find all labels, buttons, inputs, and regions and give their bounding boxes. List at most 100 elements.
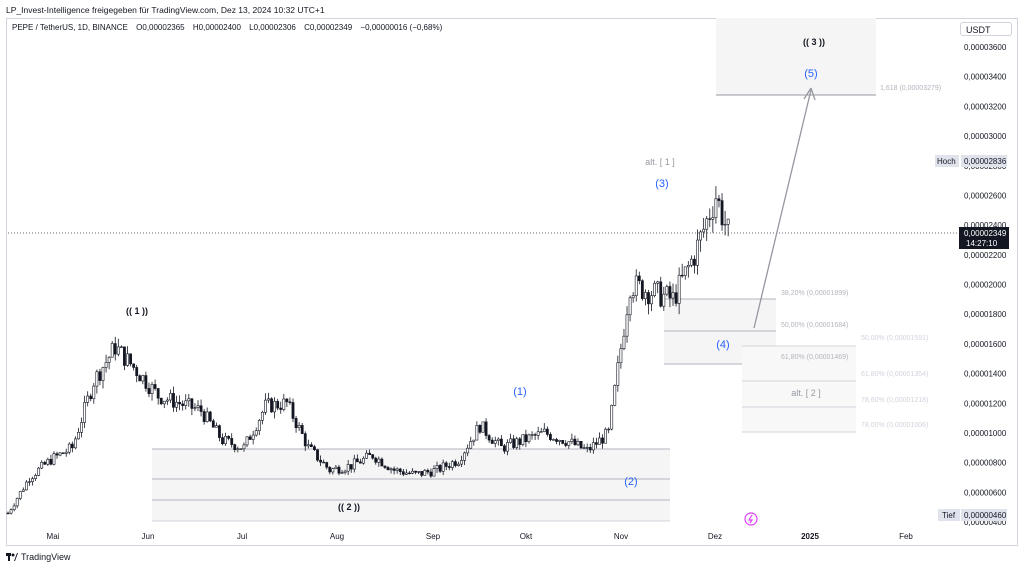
candle-body [567,441,571,446]
candle-body [674,292,678,304]
quote-currency-button[interactable]: USDT [960,22,1012,36]
candle-body [98,371,102,381]
candle-body [260,411,264,421]
legend-symbol[interactable]: PEPE / TetherUS, 1D, BINANCE [12,23,128,32]
candle-body [153,384,157,389]
candle-body [420,471,424,476]
candle-body [441,462,445,472]
candle-body [686,264,690,268]
y-tick-label: 0,00001600 [964,340,1007,349]
candle-body [665,286,669,295]
y-tick-label: 0,00002600 [964,191,1007,200]
candle-body [306,444,310,447]
alt-fib-label-50: 50,00% (0,00001591) [861,335,928,342]
candle-body [503,445,506,452]
y-tick-label: 0,00001200 [964,399,1007,408]
candle-body [319,459,322,463]
candle-body [466,447,470,454]
candle-body [610,405,614,430]
legend-change: −0,00000016 (−0,68%) [360,23,443,32]
candle-body [257,420,261,432]
candle-body [653,282,657,296]
candle-body [116,346,120,355]
candle-body [279,407,283,410]
candle-body [325,462,329,468]
candle-body [40,462,44,469]
projection-arrow-line [753,89,812,329]
candle-body [490,439,494,444]
candle-body [214,425,218,428]
x-tick-label: Aug [330,532,344,541]
candle-body [616,362,620,386]
candle-body [549,434,552,440]
x-tick-label: Dez [708,532,722,541]
low-value-bg [961,509,1007,521]
y-tick-label: 0,00000800 [964,459,1007,468]
candle-body [545,428,549,435]
flash-icon[interactable] [744,512,758,526]
candle-body [107,356,111,363]
candle-body [236,448,240,451]
y-tick-label: 0,00002000 [964,281,1007,290]
candle-body [518,438,522,445]
candle-body [542,428,546,432]
candle-body [34,475,37,479]
alt-wave-label-2: alt. [ 2 ] [791,388,821,398]
candle-body [613,385,617,406]
footer-brand: TradingView [21,552,71,562]
candle-body [233,444,237,451]
candle-body [457,463,460,466]
candle-body [12,505,16,510]
candle-body [251,434,255,440]
time-axis[interactable]: Mai Jun Jul Aug Sep Okt Nov Dez 2025 Feb [47,532,914,541]
candle-body [190,398,194,409]
candle-body [604,428,607,444]
candle-body [683,266,687,276]
candle-body [132,363,136,368]
fib-label-50: 50,00% (0,00001684) [781,322,848,329]
candle-body [346,464,350,472]
candle-body [254,430,258,436]
y-tick-label: 0,00001800 [964,310,1007,319]
candle-body [21,489,25,492]
candle-body [383,465,387,468]
legend-low: L0,00002306 [249,23,296,32]
tradingview-footer[interactable]: TradingView [6,552,71,562]
candle-body [570,438,574,443]
candle-body [331,468,335,473]
candle-body [270,398,273,413]
candle-body [435,465,439,469]
candle-body [138,375,142,382]
high-tag-name: Hoch [937,157,956,166]
candle-body [527,434,531,442]
candle-body [24,481,28,491]
price-axis[interactable]: 0,00003600 0,00003400 0,00003200 0,00003000… [964,43,1007,527]
candle-body [340,472,344,474]
candle-body [659,281,663,307]
candle-body [221,437,224,445]
candle-body [472,439,476,442]
candle-body [524,434,528,442]
candle-body [362,457,365,464]
candle-body [429,471,433,477]
price-tag-time: 14:27:10 [966,239,998,248]
candle-body [417,471,421,473]
candle-body [619,348,623,364]
candle-body [463,452,467,461]
candle-body [178,401,182,405]
candle-body [423,470,427,476]
candle-body [328,466,332,473]
candle-body [89,395,93,400]
candle-body [92,385,96,400]
candle-body [359,461,362,464]
legend-close: C0,00002349 [304,23,353,32]
candle-body [162,400,166,405]
candle-body [377,458,381,463]
candle-body [55,453,59,456]
y-tick-label: 0,00001400 [964,370,1007,379]
wave-label-4: (4) [716,339,729,351]
candle-body [723,224,727,226]
candle-body [650,295,653,305]
candle-body [601,437,604,444]
